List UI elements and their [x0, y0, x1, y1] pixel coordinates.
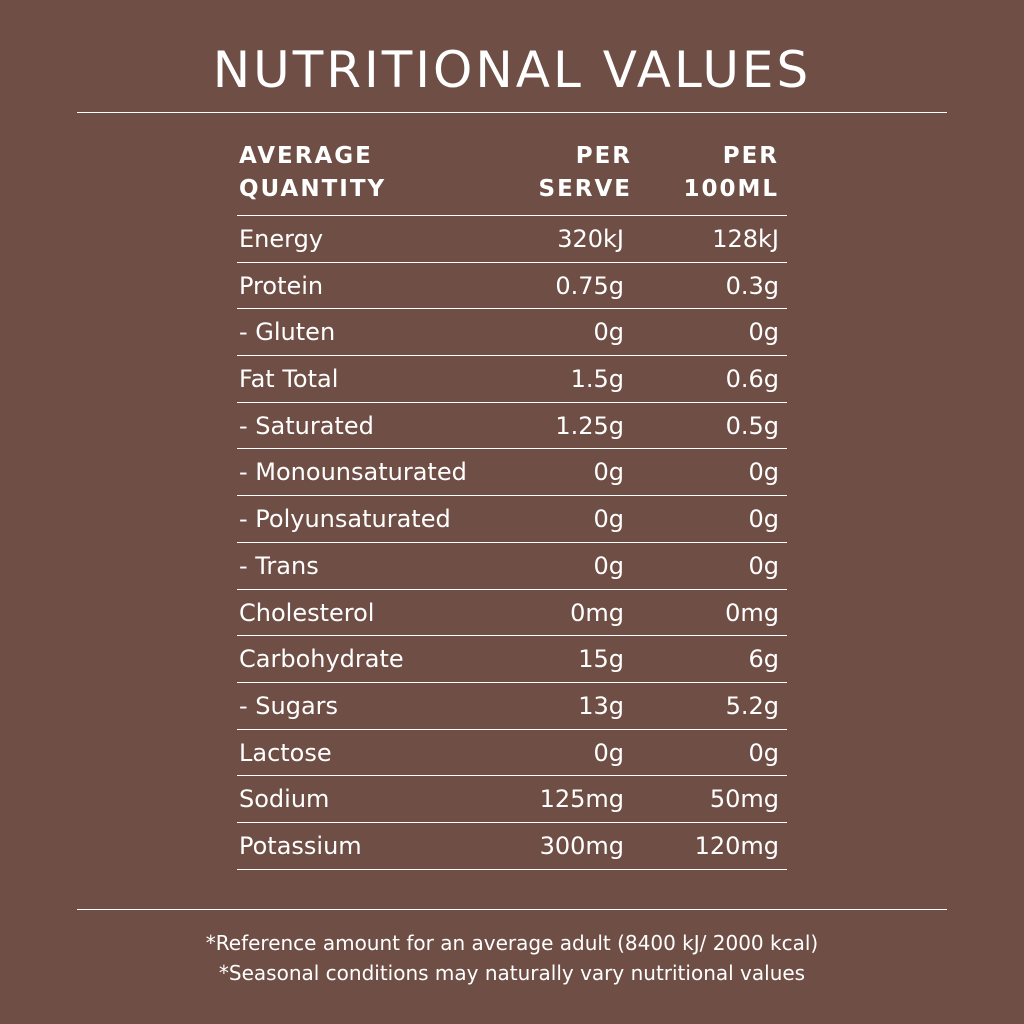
table-row: Protein 0.75g 0.3g: [237, 263, 787, 310]
per-100ml-value: 120mg: [694, 831, 779, 860]
nutrition-table: AVERAGE QUANTITY PER SERVE PER 100ML Ene…: [237, 138, 787, 870]
per-serve-value: 0.75g: [555, 271, 624, 300]
table-row: Cholesterol 0mg 0mg: [237, 590, 787, 637]
per-serve-value: 125mg: [539, 785, 624, 814]
header-col2-line2: SERVE: [538, 176, 632, 202]
nutrient-name: Potassium: [239, 831, 362, 860]
per-100ml-value: 0.6g: [725, 365, 779, 394]
per-100ml-value: 50mg: [709, 785, 779, 814]
header-col1-line1: AVERAGE: [239, 143, 373, 169]
table-row: Energy 320kJ 128kJ: [237, 216, 787, 263]
per-100ml-value: 0g: [748, 738, 779, 767]
nutrient-name: Cholesterol: [239, 598, 375, 627]
per-serve-value: 0g: [593, 738, 624, 767]
per-100ml-value: 128kJ: [712, 225, 779, 253]
header-per-100ml: PER 100ML: [683, 140, 779, 206]
footnote-seasonal: *Seasonal conditions may naturally vary …: [218, 961, 806, 985]
footnotes: *Reference amount for an average adult (…: [0, 928, 1024, 988]
table-row: - Trans 0g 0g: [237, 543, 787, 590]
per-100ml-value: 6g: [748, 645, 779, 674]
nutrient-name: - Trans: [239, 551, 319, 580]
nutrient-name: Sodium: [239, 785, 330, 814]
nutrient-name: - Gluten: [239, 318, 336, 347]
per-serve-value: 320kJ: [557, 225, 624, 253]
per-100ml-value: 0g: [748, 551, 779, 580]
header-average-quantity: AVERAGE QUANTITY: [239, 140, 386, 206]
per-serve-value: 0g: [593, 551, 624, 580]
header-col1-line2: QUANTITY: [239, 176, 387, 202]
per-100ml-value: 0mg: [725, 598, 779, 627]
nutrient-name: - Sugars: [239, 691, 339, 720]
footnote-reference: *Reference amount for an average adult (…: [205, 931, 819, 955]
nutrient-name: - Monounsaturated: [239, 458, 467, 487]
per-serve-value: 0mg: [570, 598, 624, 627]
per-serve-value: 1.25g: [555, 411, 624, 440]
per-100ml-value: 0.5g: [725, 411, 779, 440]
header-per-serve: PER SERVE: [539, 140, 633, 206]
table-row: - Saturated 1.25g 0.5g: [237, 403, 787, 450]
table-row: - Monounsaturated 0g 0g: [237, 449, 787, 497]
table-row: Sodium 125mg 50mg: [237, 776, 787, 823]
per-100ml-value: 0g: [748, 318, 779, 347]
table-header: AVERAGE QUANTITY PER SERVE PER 100ML: [237, 138, 787, 216]
nutrient-name: Energy: [239, 225, 324, 253]
per-serve-value: 13g: [578, 691, 624, 720]
page-title: NUTRITIONAL VALUES: [212, 41, 812, 99]
per-serve-value: 15g: [578, 645, 624, 674]
nutrient-name: Fat Total: [239, 365, 339, 394]
nutrient-name: - Polyunsaturated: [239, 505, 451, 534]
per-100ml-value: 0.3g: [725, 271, 779, 300]
table-row: - Sugars 13g 5.2g: [237, 683, 787, 730]
bottom-divider: [77, 909, 947, 910]
table-row: Lactose 0g 0g: [237, 730, 787, 777]
table-row: - Polyunsaturated 0g 0g: [237, 496, 787, 543]
header-col2-line1: PER: [575, 143, 632, 169]
per-serve-value: 1.5g: [570, 365, 624, 394]
nutrient-name: Lactose: [239, 738, 332, 767]
top-divider: [77, 112, 947, 113]
table-row: Potassium 300mg 120mg: [237, 823, 787, 870]
nutrient-name: Carbohydrate: [239, 645, 404, 674]
per-100ml-value: 0g: [748, 505, 779, 534]
per-serve-value: 0g: [593, 458, 624, 487]
table-body: Energy 320kJ 128kJ Protein 0.75g 0.3g - Gluten…: [237, 216, 787, 870]
per-serve-value: 300mg: [539, 831, 624, 860]
header-col3-line1: PER: [722, 143, 779, 169]
per-100ml-value: 5.2g: [725, 691, 779, 720]
per-100ml-value: 0g: [748, 458, 779, 487]
table-row: Fat Total 1.5g 0.6g: [237, 356, 787, 403]
header-col3-line2: 100ML: [683, 176, 779, 202]
per-serve-value: 0g: [593, 318, 624, 347]
table-row: - Gluten 0g 0g: [237, 309, 787, 357]
per-serve-value: 0g: [593, 505, 624, 534]
nutrient-name: Protein: [239, 271, 324, 300]
table-row: Carbohydrate 15g 6g: [237, 636, 787, 683]
nutrient-name: - Saturated: [239, 411, 374, 440]
